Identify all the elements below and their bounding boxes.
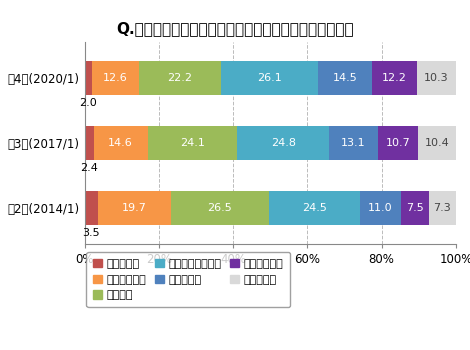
Bar <box>401 191 429 225</box>
Bar <box>85 61 92 95</box>
Text: 13.1: 13.1 <box>341 138 366 148</box>
Text: 14.6: 14.6 <box>108 138 133 148</box>
Bar <box>237 126 329 160</box>
Bar <box>92 61 139 95</box>
Text: 3.5: 3.5 <box>82 228 100 238</box>
Bar <box>94 126 148 160</box>
Bar <box>171 191 269 225</box>
Bar <box>85 126 94 160</box>
Bar <box>85 191 98 225</box>
Text: 24.1: 24.1 <box>180 138 205 148</box>
Bar <box>221 61 318 95</box>
Text: 22.2: 22.2 <box>167 73 193 83</box>
Text: 10.7: 10.7 <box>385 138 410 148</box>
Bar <box>372 61 417 95</box>
Text: 7.5: 7.5 <box>406 203 424 213</box>
Bar <box>329 126 378 160</box>
Bar <box>429 191 456 225</box>
Text: 24.5: 24.5 <box>302 203 327 213</box>
Text: 24.8: 24.8 <box>271 138 296 148</box>
Text: 7.3: 7.3 <box>433 203 451 213</box>
Text: 12.6: 12.6 <box>103 73 128 83</box>
Bar <box>98 191 171 225</box>
Text: 12.2: 12.2 <box>382 73 407 83</box>
Bar <box>318 61 372 95</box>
Legend: 週１回以上, 月に２～３回, 月に１回, ２～３ヶ月に１回, 半年に１回, 年に１回以下, 利用しない: 週１回以上, 月に２～３回, 月に１回, ２～３ヶ月に１回, 半年に１回, 年に… <box>86 252 290 307</box>
Bar <box>418 126 456 160</box>
Text: Q.どのくらいの頻度でホームセンターを利用しますか？: Q.どのくらいの頻度でホームセンターを利用しますか？ <box>116 21 354 36</box>
Text: 10.4: 10.4 <box>424 138 449 148</box>
Text: 26.5: 26.5 <box>208 203 232 213</box>
Text: 2.0: 2.0 <box>79 98 97 108</box>
Bar <box>417 61 455 95</box>
Bar <box>269 191 360 225</box>
Bar <box>139 61 221 95</box>
Bar <box>148 126 237 160</box>
Bar <box>360 191 401 225</box>
Text: 19.7: 19.7 <box>122 203 147 213</box>
Text: 11.0: 11.0 <box>368 203 393 213</box>
Text: 2.4: 2.4 <box>80 163 98 173</box>
Bar <box>378 126 418 160</box>
Text: 26.1: 26.1 <box>257 73 282 83</box>
Text: 10.3: 10.3 <box>424 73 449 83</box>
Text: 14.5: 14.5 <box>333 73 358 83</box>
